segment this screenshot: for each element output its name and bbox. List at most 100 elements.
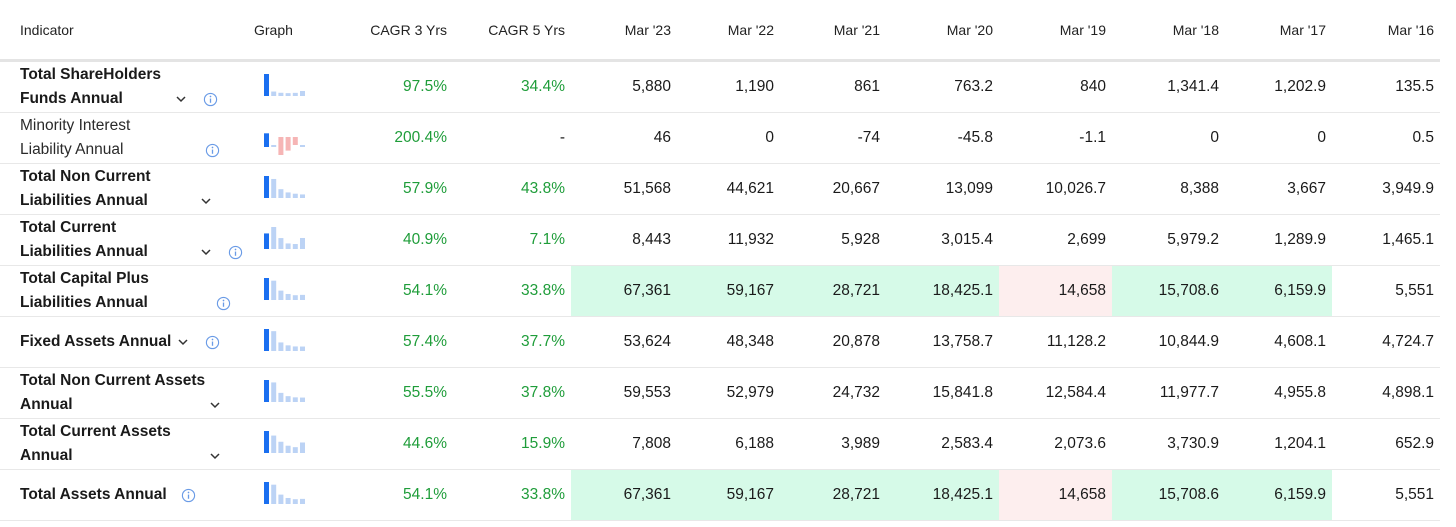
sparkline-bar: [285, 445, 291, 453]
chevron-down-icon[interactable]: [173, 93, 189, 105]
year-value: 28,721: [780, 265, 886, 317]
year-value: 5,979.2: [1112, 214, 1225, 266]
sparkline-bar: [285, 345, 291, 351]
indicator-label: Total Non Current: [20, 168, 151, 185]
year-value: 5,880: [571, 59, 677, 113]
cagr3-value: 54.1%: [347, 469, 453, 521]
indicator-label: Liabilities Annual: [20, 294, 148, 311]
year-value: 763.2: [886, 59, 999, 113]
chevron-down-icon[interactable]: [207, 450, 223, 462]
year-value: 28,721: [780, 469, 886, 521]
header-year: Mar '17: [1279, 21, 1326, 38]
sparkline-bar: [264, 431, 269, 453]
table-row[interactable]: Total ShareHolders Funds Annual 97.5% 34.4%…: [0, 59, 1440, 113]
sparkline-bar: [292, 193, 298, 198]
graph-cell: [247, 469, 347, 521]
year-value: 67,361: [571, 469, 677, 521]
table-row[interactable]: Fixed Assets Annual 57.4% 37.7% 53,624 48,34…: [0, 316, 1440, 368]
table-row[interactable]: Total Current Assets Annual 44.6% 15.9% 7,80…: [0, 418, 1440, 470]
cagr3-value: 57.9%: [347, 163, 453, 215]
year-value: -74: [780, 112, 886, 164]
year-value: 8,388: [1112, 163, 1225, 215]
cagr3-value: 54.1%: [347, 265, 453, 317]
year-value: 2,583.4: [886, 418, 999, 470]
sparkline-bar: [292, 295, 298, 300]
indicator-cell[interactable]: Total Capital Plus Liabilities Annual: [0, 265, 247, 317]
chevron-down-icon[interactable]: [207, 399, 223, 411]
year-value: 4,955.8: [1225, 367, 1332, 419]
indicator-label: Total Current: [20, 219, 117, 236]
cagr5-value: 37.8%: [453, 367, 571, 419]
year-value: 0: [1225, 112, 1332, 164]
chevron-down-icon[interactable]: [198, 246, 214, 258]
table-row[interactable]: Total Current Liabilities Annual 40.9% 7.1%…: [0, 214, 1440, 266]
sparkline-bar: [271, 331, 277, 351]
sparkline-bar: [292, 244, 298, 249]
table-row[interactable]: Minority Interest Liability Annual 200.4% -…: [0, 112, 1440, 164]
table-row[interactable]: Total Assets Annual 54.1% 33.8% 67,361 59,16…: [0, 469, 1440, 521]
cagr3-value: 55.5%: [347, 367, 453, 419]
graph-cell: [247, 265, 347, 317]
info-icon[interactable]: [205, 143, 220, 158]
cagr5-value: 7.1%: [453, 214, 571, 266]
indicator-cell[interactable]: Total Current Assets Annual: [0, 418, 247, 470]
indicator-label: Liabilities Annual: [20, 192, 148, 209]
info-icon[interactable]: [228, 245, 243, 260]
info-icon[interactable]: [181, 488, 196, 503]
sparkline-bar: [264, 482, 269, 504]
info-icon[interactable]: [205, 335, 220, 350]
year-value: 13,758.7: [886, 316, 999, 368]
financial-table: Indicator Graph CAGR 3 Yrs CAGR 5 Yrs Ma…: [0, 21, 1440, 521]
sparkline-bar: [300, 145, 305, 147]
year-value: 8,443: [571, 214, 677, 266]
info-icon[interactable]: [203, 92, 218, 107]
year-value: 1,202.9: [1225, 59, 1332, 113]
sparkline-bar: [278, 441, 284, 453]
chevron-down-icon[interactable]: [175, 336, 191, 348]
indicator-cell[interactable]: Total Non Current Assets Annual: [0, 367, 247, 419]
indicator-cell[interactable]: Total ShareHolders Funds Annual: [0, 59, 247, 113]
sparkline-bar: [292, 447, 298, 453]
year-value: 10,844.9: [1112, 316, 1225, 368]
indicator-cell[interactable]: Minority Interest Liability Annual: [0, 112, 247, 164]
year-value: 11,932: [677, 214, 780, 266]
sparkline-bar: [271, 227, 277, 249]
year-value: 1,465.1: [1332, 214, 1440, 266]
sparkline-bar: [271, 91, 277, 96]
year-value: 48,348: [677, 316, 780, 368]
indicator-cell[interactable]: Total Non Current Liabilities Annual: [0, 163, 247, 215]
table-row[interactable]: Total Non Current Liabilities Annual 57.9%…: [0, 163, 1440, 215]
year-value: 4,724.7: [1332, 316, 1440, 368]
header-year: Mar '22: [727, 21, 774, 38]
indicator-label: Total Capital Plus: [20, 270, 149, 287]
year-value: 861: [780, 59, 886, 113]
sparkline-bar: [271, 382, 277, 402]
year-value: 2,073.6: [999, 418, 1112, 470]
indicator-label: Annual: [20, 447, 73, 464]
indicator-cell[interactable]: Fixed Assets Annual: [0, 316, 247, 368]
year-value: 24,732: [780, 367, 886, 419]
sparkline-graph: [264, 329, 305, 351]
chevron-down-icon[interactable]: [198, 195, 214, 207]
year-value: 59,167: [677, 469, 780, 521]
indicator-label: Total Assets Annual: [20, 486, 167, 503]
year-value: 4,608.1: [1225, 316, 1332, 368]
year-value: 652.9: [1332, 418, 1440, 470]
table-row[interactable]: Total Non Current Assets Annual 55.5% 37.8%…: [0, 367, 1440, 419]
indicator-cell[interactable]: Total Current Liabilities Annual: [0, 214, 247, 266]
year-value: 11,977.7: [1112, 367, 1225, 419]
sparkline-graph: [264, 380, 305, 402]
year-value: 12,584.4: [999, 367, 1112, 419]
year-value: 20,667: [780, 163, 886, 215]
year-value: 3,949.9: [1332, 163, 1440, 215]
sparkline-bar: [264, 74, 269, 96]
year-value: 0: [1112, 112, 1225, 164]
table-row[interactable]: Total Capital Plus Liabilities Annual 54.1…: [0, 265, 1440, 317]
year-value: 46: [571, 112, 677, 164]
sparkline-bar: [278, 392, 284, 402]
sparkline-bar: [285, 293, 291, 300]
sparkline-bar: [264, 329, 269, 351]
indicator-cell[interactable]: Total Assets Annual: [0, 469, 247, 521]
year-value: 53,624: [571, 316, 677, 368]
info-icon[interactable]: [216, 296, 231, 311]
